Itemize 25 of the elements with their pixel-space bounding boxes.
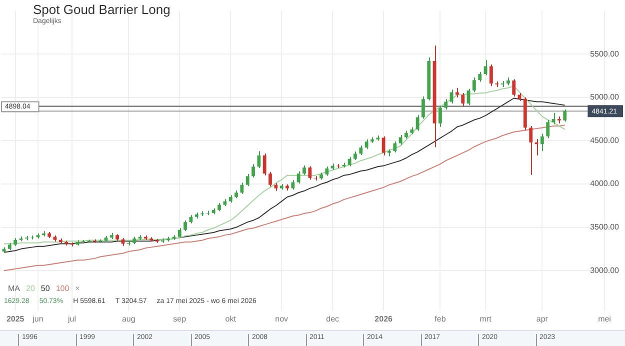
y-tick-label: 3500.00 <box>590 222 620 232</box>
x-tick-label: mei <box>598 314 612 324</box>
y-tick-label: 5000.00 <box>590 92 620 102</box>
y-tick-label: 4000.00 <box>590 179 620 188</box>
x-tick-label: jun <box>32 314 44 324</box>
close-icon: × <box>75 284 80 293</box>
x-tick-label: mrt <box>480 314 492 324</box>
x-tick-label: sep <box>173 314 187 324</box>
x-tick-label: feb <box>434 314 446 324</box>
x-tick-label: apr <box>536 314 548 324</box>
x-tick-label: 2026 <box>374 314 394 324</box>
x-tick-label: 2025 <box>6 314 25 324</box>
x-tick-label: aug <box>122 314 136 324</box>
y-tick-label: 3000.00 <box>590 266 620 275</box>
text: 20 <box>26 284 35 293</box>
y-tick-label: 4500.00 <box>590 136 620 145</box>
x-tick-label: jul <box>66 314 76 324</box>
x-tick-label: dec <box>326 314 340 324</box>
legend-title: MA <box>8 284 20 293</box>
chart-title: Spot Goud Barrier Long <box>33 2 170 17</box>
text: 100 <box>56 284 70 293</box>
x-tick-label: okt <box>225 314 237 324</box>
x-tick-label: nov <box>275 314 288 324</box>
y-tick-label: 5500.00 <box>590 49 620 58</box>
text: 50 <box>40 284 50 293</box>
